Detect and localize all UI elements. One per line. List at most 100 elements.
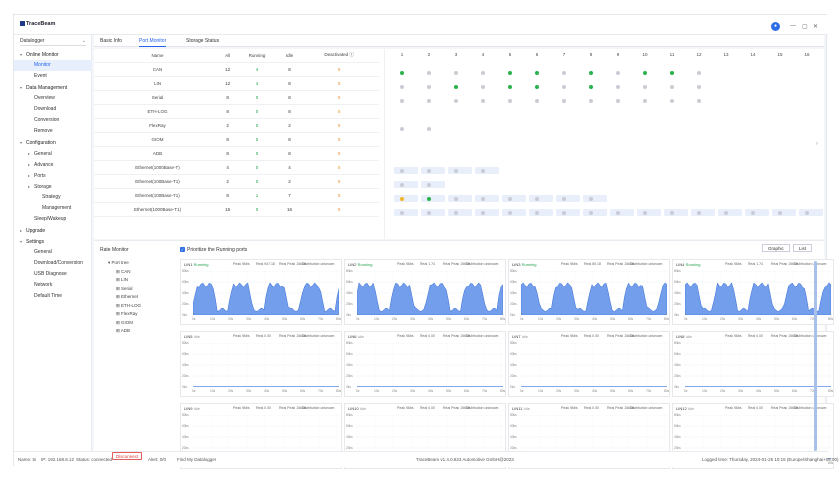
sidebar-item-data-management[interactable]: ▾ Data Management	[14, 82, 92, 93]
rate-chart-lin8[interactable]: LIN8 Idle Peak 96bs Real 0.00 Real Peak 156…	[672, 331, 834, 397]
port-idle-indicator[interactable]	[535, 197, 539, 201]
graphic-view-button[interactable]: Graphic	[762, 244, 790, 252]
port-idle-indicator[interactable]	[454, 169, 458, 173]
port-idle-indicator[interactable]	[589, 197, 593, 201]
sidebar-item-management[interactable]: Management	[14, 203, 92, 214]
port-idle-indicator[interactable]	[508, 211, 512, 215]
port-idle-indicator[interactable]	[670, 99, 674, 103]
sidebar-item-configuration[interactable]: ▾ Configuration	[14, 137, 92, 148]
port-idle-indicator[interactable]	[778, 211, 782, 215]
port-idle-indicator[interactable]	[454, 197, 458, 201]
port-idle-indicator[interactable]	[589, 211, 593, 215]
rate-chart-lin2[interactable]: LIN2 Running Peak 96bs Real 1.74 Real Peak …	[344, 259, 506, 325]
rate-chart-lin1[interactable]: LIN1 Running Peak 96bs Real 947.18 Real Pea…	[180, 259, 342, 325]
sidebar-item-online-monitor[interactable]: ▾ Online Monitor	[14, 49, 92, 60]
port-idle-indicator[interactable]	[481, 71, 485, 75]
alert-indicator[interactable]: Alert: 0/0	[148, 457, 167, 462]
port-idle-indicator[interactable]	[643, 85, 647, 89]
port-idle-indicator[interactable]	[427, 99, 431, 103]
port-running-indicator[interactable]	[670, 71, 674, 75]
port-running-indicator[interactable]	[643, 71, 647, 75]
sidebar-item-download[interactable]: Download	[14, 104, 92, 115]
sidebar-item-network[interactable]: Network	[14, 280, 92, 291]
port-running-indicator[interactable]	[589, 85, 593, 89]
sidebar-item-sleep-wakeup[interactable]: Sleep/Wakeup	[14, 214, 92, 225]
tree-item-giom[interactable]: ⊞ GIOM	[108, 319, 168, 328]
rate-chart-lin3[interactable]: LIN3 Running Peak 96bs Real 65.18 Real Peak…	[508, 259, 670, 325]
sidebar-item-general[interactable]: ▸ General	[14, 148, 92, 159]
tree-item-can[interactable]: ⊞ CAN	[108, 268, 168, 277]
tree-item-flexray[interactable]: ⊞ FlexRay	[108, 310, 168, 319]
port-idle-indicator[interactable]	[400, 169, 404, 173]
port-idle-indicator[interactable]	[427, 169, 431, 173]
port-running-indicator[interactable]	[454, 85, 458, 89]
port-idle-indicator[interactable]	[724, 211, 728, 215]
port-idle-indicator[interactable]	[697, 211, 701, 215]
tree-item-ethernet[interactable]: ⊞ Ethernet	[108, 293, 168, 302]
port-idle-indicator[interactable]	[481, 211, 485, 215]
sidebar-item-default-time[interactable]: Default Time	[14, 291, 92, 302]
port-running-indicator[interactable]	[508, 85, 512, 89]
port-idle-indicator[interactable]	[508, 197, 512, 201]
port-running-indicator[interactable]	[508, 71, 512, 75]
sidebar-item-usb-diagnose[interactable]: USB Diagnose	[14, 269, 92, 280]
port-idle-indicator[interactable]	[670, 85, 674, 89]
port-idle-indicator[interactable]	[400, 85, 404, 89]
port-idle-indicator[interactable]	[562, 85, 566, 89]
port-idle-indicator[interactable]	[616, 211, 620, 215]
port-idle-indicator[interactable]	[481, 99, 485, 103]
tree-item-lin[interactable]: ⊞ LIN	[108, 276, 168, 285]
port-idle-indicator[interactable]	[427, 127, 431, 131]
port-idle-indicator[interactable]	[481, 85, 485, 89]
tree-item-adb[interactable]: ⊞ ADB	[108, 327, 168, 336]
port-idle-indicator[interactable]	[562, 211, 566, 215]
port-idle-indicator[interactable]	[481, 169, 485, 173]
tree-root[interactable]: ▾ Port tree	[108, 259, 168, 268]
device-select[interactable]: Datalogger ⌄	[20, 37, 86, 46]
find-datalogger-link[interactable]: Find My Datalogger	[177, 457, 217, 462]
help-icon[interactable]: ⓘ	[349, 52, 354, 58]
sidebar-item-conversion[interactable]: Conversion	[14, 115, 92, 126]
list-view-button[interactable]: List	[793, 244, 813, 252]
minimize-button[interactable]: —	[790, 23, 796, 29]
port-idle-indicator[interactable]	[697, 85, 701, 89]
rate-chart-lin4[interactable]: LIN4 Running Peak 96bs Real 1.74 Real Peak …	[672, 259, 834, 325]
sidebar-item-advance[interactable]: ▸ Advance	[14, 159, 92, 170]
sidebar-item-download-conversion[interactable]: Download/Conversion	[14, 258, 92, 269]
vertical-scrollbar[interactable]	[814, 261, 817, 451]
user-avatar[interactable]: ●	[771, 22, 780, 31]
port-idle-indicator[interactable]	[616, 71, 620, 75]
maximize-button[interactable]: ▢	[802, 24, 808, 30]
port-idle-indicator[interactable]	[427, 71, 431, 75]
port-idle-indicator[interactable]	[643, 211, 647, 215]
port-idle-indicator[interactable]	[535, 99, 539, 103]
port-idle-indicator[interactable]	[400, 99, 404, 103]
prioritize-checkbox[interactable]: ✓	[180, 247, 185, 252]
sidebar-item-settings[interactable]: ▾ Settings	[14, 236, 92, 247]
port-idle-indicator[interactable]	[481, 197, 485, 201]
port-idle-indicator[interactable]	[454, 211, 458, 215]
sidebar-item-upgrade[interactable]: ▸ Upgrade	[14, 225, 92, 236]
port-idle-indicator[interactable]	[805, 211, 809, 215]
port-idle-indicator[interactable]	[427, 85, 431, 89]
port-idle-indicator[interactable]	[751, 211, 755, 215]
port-running-indicator[interactable]	[535, 71, 539, 75]
port-idle-indicator[interactable]	[589, 99, 593, 103]
sidebar-item-ports[interactable]: ▸ Ports	[14, 170, 92, 181]
port-idle-indicator[interactable]	[508, 99, 512, 103]
tab-basic-info[interactable]: Basic Info	[100, 38, 122, 44]
sidebar-item-storage[interactable]: ▸ Storage	[14, 181, 92, 192]
port-idle-indicator[interactable]	[454, 71, 458, 75]
port-idle-indicator[interactable]	[562, 99, 566, 103]
port-running-indicator[interactable]	[535, 85, 539, 89]
port-warning-indicator[interactable]	[400, 197, 404, 201]
port-idle-indicator[interactable]	[454, 99, 458, 103]
port-idle-indicator[interactable]	[616, 99, 620, 103]
port-idle-indicator[interactable]	[697, 99, 701, 103]
port-idle-indicator[interactable]	[616, 85, 620, 89]
rate-chart-lin6[interactable]: LIN6 Idle Peak 96bs Real 0.00 Real Peak 156…	[344, 331, 506, 397]
port-idle-indicator[interactable]	[400, 127, 404, 131]
tree-item-serial[interactable]: ⊞ Serial	[108, 285, 168, 294]
sidebar-item-strategy[interactable]: Strategy	[14, 192, 92, 203]
sidebar-item-remove[interactable]: Remove	[14, 126, 92, 137]
